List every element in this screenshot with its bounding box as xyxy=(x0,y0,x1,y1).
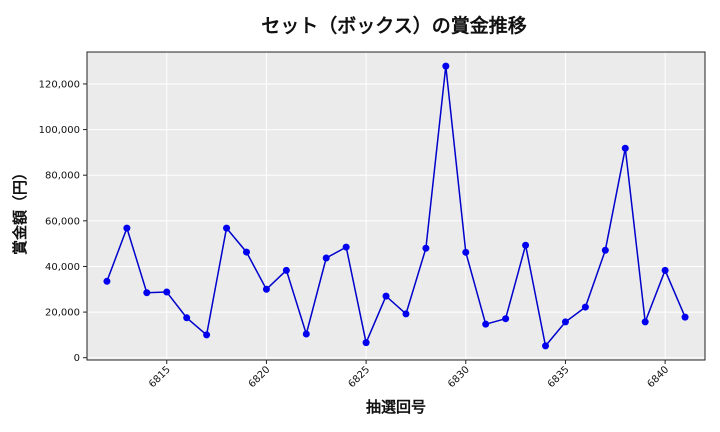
data-point xyxy=(342,243,350,251)
data-point xyxy=(223,224,231,232)
plot-frame xyxy=(86,51,706,361)
data-point xyxy=(601,246,609,254)
data-point xyxy=(302,330,310,338)
data-point xyxy=(103,277,111,285)
x-tick-label: 6820 xyxy=(247,364,273,390)
y-tick-label: 40,000 xyxy=(45,262,80,273)
data-point xyxy=(322,254,330,262)
data-point xyxy=(382,292,390,300)
data-point xyxy=(402,310,410,318)
data-point xyxy=(143,289,151,297)
x-tick-label: 6840 xyxy=(645,364,671,390)
data-point xyxy=(123,224,131,232)
data-point xyxy=(621,144,629,152)
data-point xyxy=(502,315,510,323)
data-point xyxy=(262,285,270,293)
data-point xyxy=(183,314,191,322)
data-point xyxy=(362,339,370,347)
data-point xyxy=(282,266,290,274)
data-point xyxy=(641,318,649,326)
series-line xyxy=(106,66,686,348)
y-tick-label: 0 xyxy=(74,353,80,364)
data-point xyxy=(442,62,450,70)
data-point xyxy=(681,313,689,321)
data-point xyxy=(482,320,490,328)
chart-title: セット（ボックス）の賞金推移 xyxy=(261,14,526,37)
data-point xyxy=(422,244,430,252)
data-point xyxy=(163,288,171,296)
data-point xyxy=(561,318,569,326)
x-tick-label: 6815 xyxy=(147,364,173,390)
y-axis-label: 賞金額（円） xyxy=(11,165,29,255)
y-tick-label: 60,000 xyxy=(45,216,80,227)
data-point xyxy=(242,248,250,256)
data-point xyxy=(661,266,669,274)
x-tick-label: 6825 xyxy=(346,364,372,390)
x-tick-label: 6830 xyxy=(446,364,472,390)
data-point xyxy=(581,303,589,311)
y-tick-label: 20,000 xyxy=(45,308,80,319)
grid xyxy=(87,52,705,360)
data-point xyxy=(462,248,470,256)
data-point xyxy=(203,331,211,339)
y-tick-label: 120,000 xyxy=(39,79,80,90)
data-layer xyxy=(103,62,689,350)
plot-area xyxy=(87,52,705,360)
data-point xyxy=(522,241,530,249)
x-axis-label: 抽選回号 xyxy=(366,398,426,416)
y-tick-label: 100,000 xyxy=(39,125,80,136)
y-tick-label: 80,000 xyxy=(45,171,80,182)
x-tick-label: 6835 xyxy=(546,364,572,390)
data-point xyxy=(542,342,550,350)
